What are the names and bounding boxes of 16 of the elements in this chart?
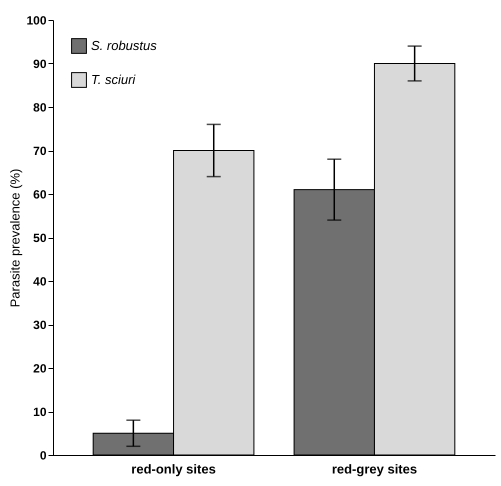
legend-label: S. robustus xyxy=(91,38,158,53)
y-tick-label: 0 xyxy=(40,448,47,462)
y-tick-label: 80 xyxy=(33,100,47,114)
y-tick-label: 20 xyxy=(33,362,47,376)
y-tick-label: 90 xyxy=(33,57,47,71)
y-tick-label: 60 xyxy=(33,188,47,202)
y-tick-label: 50 xyxy=(33,231,47,245)
y-tick-label: 10 xyxy=(33,405,47,419)
y-tick-label: 70 xyxy=(33,144,47,158)
legend-label: T. sciuri xyxy=(91,72,136,87)
y-tick-label: 40 xyxy=(33,274,47,288)
y-axis-title: Parasite prevalence (%) xyxy=(7,168,22,308)
y-tick-label: 30 xyxy=(33,318,47,332)
y-tick-label: 100 xyxy=(26,14,47,28)
x-tick-label: red-only sites xyxy=(131,462,216,476)
x-tick-label: red-grey sites xyxy=(332,462,418,476)
